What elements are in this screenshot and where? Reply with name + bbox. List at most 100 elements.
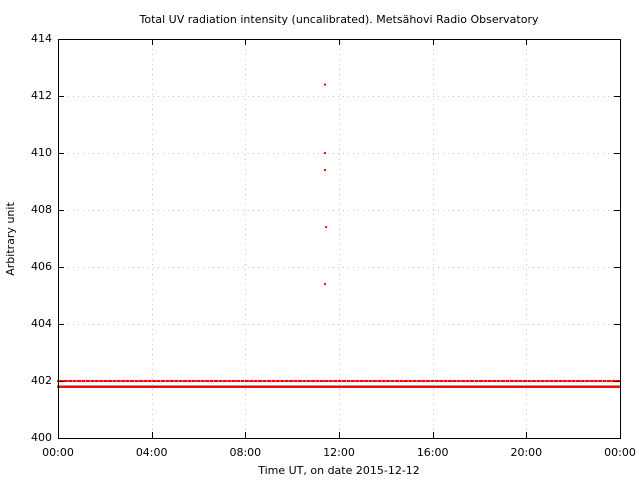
- data-point-outlier: [323, 169, 326, 172]
- data-point: [600, 380, 603, 382]
- data-point: [260, 380, 263, 382]
- data-point: [171, 380, 174, 382]
- y-tick-label: 408: [31, 203, 52, 216]
- data-layer: [57, 83, 621, 388]
- data-point: [238, 380, 241, 382]
- data-point: [220, 380, 223, 382]
- data-point: [335, 380, 338, 382]
- data-point: [158, 380, 161, 382]
- data-point: [295, 380, 298, 382]
- data-point: [414, 380, 417, 382]
- data-point: [246, 380, 249, 382]
- data-point: [511, 380, 514, 382]
- data-point: [578, 380, 581, 382]
- data-point: [277, 380, 280, 382]
- y-tick-label: 410: [31, 146, 52, 159]
- data-point: [502, 380, 505, 382]
- data-point: [604, 380, 607, 382]
- data-point: [463, 380, 466, 382]
- data-point: [330, 380, 333, 382]
- data-point: [551, 380, 554, 382]
- data-point: [458, 380, 461, 382]
- data-point: [180, 380, 183, 382]
- data-point-outlier: [323, 83, 326, 86]
- data-point: [564, 380, 567, 382]
- data-point: [595, 380, 598, 382]
- data-point: [608, 380, 611, 382]
- data-point: [582, 380, 585, 382]
- data-point: [405, 380, 408, 382]
- data-point: [529, 380, 532, 382]
- data-point: [326, 380, 329, 382]
- data-point: [344, 380, 347, 382]
- data-point: [370, 380, 373, 382]
- x-tick-label: 04:00: [136, 446, 168, 459]
- data-point: [569, 380, 572, 382]
- data-point: [299, 380, 302, 382]
- data-point-outlier: [325, 226, 328, 229]
- data-point: [321, 380, 324, 382]
- x-tick-label: 08:00: [229, 446, 261, 459]
- data-point: [419, 380, 422, 382]
- data-point: [109, 380, 112, 382]
- data-point: [308, 380, 311, 382]
- data-point: [525, 380, 528, 382]
- data-point: [538, 380, 541, 382]
- x-tick-label: 20:00: [510, 446, 542, 459]
- data-point: [423, 380, 426, 382]
- y-tick-label: 406: [31, 260, 52, 273]
- data-point: [251, 380, 254, 382]
- data-point: [542, 380, 545, 382]
- data-point: [118, 380, 121, 382]
- data-point: [268, 380, 271, 382]
- data-point: [494, 380, 497, 382]
- data-point: [264, 380, 267, 382]
- data-point: [339, 380, 342, 382]
- data-point: [87, 380, 90, 382]
- data-point: [317, 380, 320, 382]
- data-point: [127, 380, 130, 382]
- x-tick-label: 16:00: [417, 446, 449, 459]
- data-point: [123, 380, 126, 382]
- data-point: [410, 380, 413, 382]
- ticks-layer: 400 402 404 406 408 410 412 414 00:00 04:00 08:00 1…: [31, 32, 636, 459]
- data-point: [215, 380, 218, 382]
- data-point: [282, 380, 285, 382]
- data-point: [224, 380, 227, 382]
- data-point: [211, 380, 214, 382]
- data-point: [445, 380, 448, 382]
- data-point: [427, 380, 430, 382]
- data-point: [498, 380, 501, 382]
- data-point: [207, 380, 210, 382]
- data-point: [366, 380, 369, 382]
- data-point: [533, 380, 536, 382]
- data-point: [476, 380, 479, 382]
- data-point: [401, 380, 404, 382]
- grid-layer: [58, 39, 620, 438]
- data-point-outlier: [323, 283, 326, 286]
- y-tick-label: 400: [31, 431, 52, 444]
- data-point: [313, 380, 316, 382]
- data-point: [114, 380, 117, 382]
- data-point: [145, 380, 148, 382]
- data-point: [83, 380, 86, 382]
- data-point: [489, 380, 492, 382]
- data-point: [176, 380, 179, 382]
- data-point: [516, 380, 519, 382]
- data-point: [101, 380, 104, 382]
- x-tick-label: 00:00: [42, 446, 74, 459]
- data-point: [520, 380, 523, 382]
- data-point: [132, 380, 135, 382]
- data-point: [397, 380, 400, 382]
- data-point: [65, 380, 68, 382]
- data-point: [189, 380, 192, 382]
- data-point: [233, 380, 236, 382]
- data-point: [304, 380, 307, 382]
- chart-title: Total UV radiation intensity (uncalibrat…: [139, 13, 539, 26]
- data-point: [154, 380, 157, 382]
- data-point: [348, 380, 351, 382]
- data-point: [92, 380, 95, 382]
- data-point: [202, 380, 205, 382]
- data-point: [273, 380, 276, 382]
